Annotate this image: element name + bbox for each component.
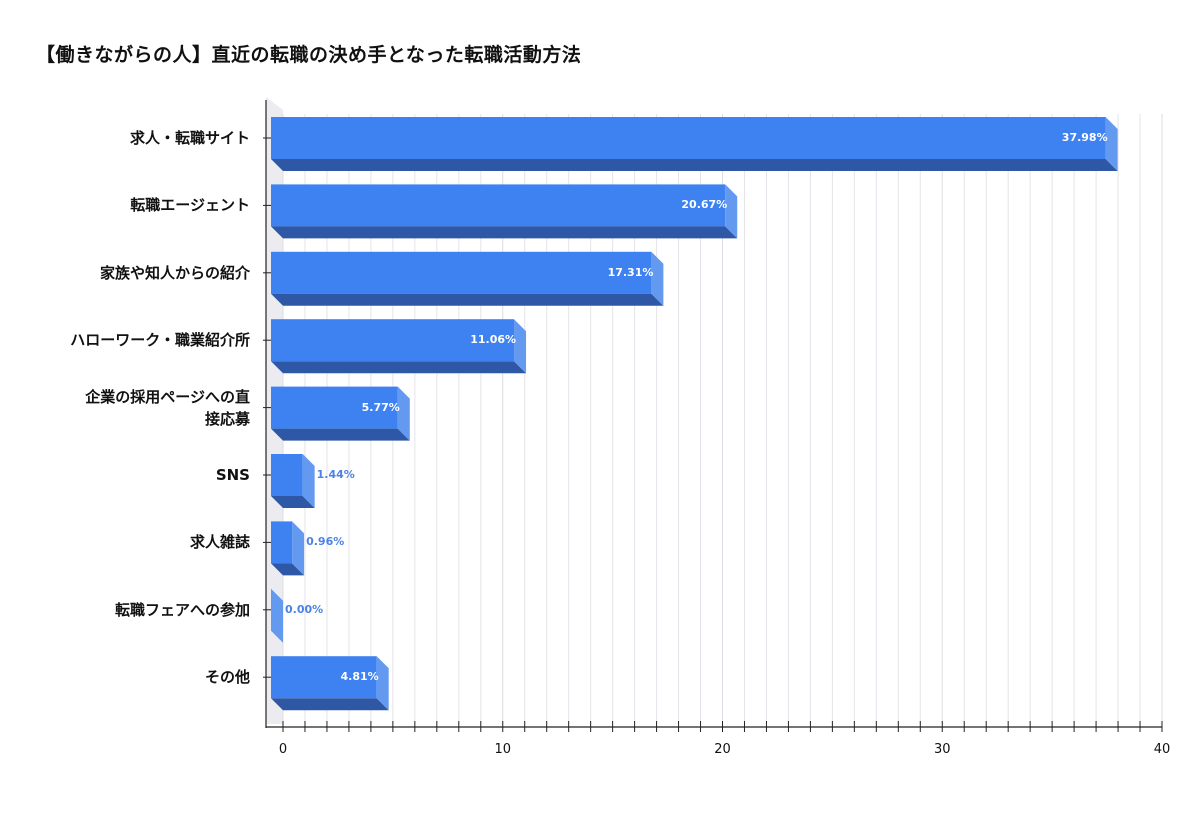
x-tick-label: 40 — [1153, 742, 1171, 757]
bar-front — [271, 319, 515, 362]
bar-value-label: 11.06% — [470, 333, 517, 347]
chart-title: 【働きながらの人】直近の転職の決め手となった転職活動方法 — [36, 44, 582, 66]
bar-front — [271, 521, 293, 564]
bar-front — [271, 117, 1106, 159]
bar-value-label: 0.96% — [306, 535, 345, 549]
category-label: SNS — [215, 466, 250, 484]
category-label: ハローワーク・職業紹介所 — [70, 331, 250, 350]
bar-front — [271, 184, 726, 227]
bar-front — [271, 251, 652, 294]
bar-value-label: 20.67% — [681, 198, 728, 212]
bar-front — [271, 656, 377, 699]
bar-value-label: 5.77% — [361, 400, 400, 414]
bar-value-label: 17.31% — [607, 265, 654, 279]
x-tick-label: 10 — [494, 742, 512, 757]
category-label: その他 — [204, 668, 250, 687]
category-label: 企業の採用ページへの直 接応募 — [85, 387, 250, 428]
x-tick-label: 0 — [278, 742, 288, 757]
x-tick-label: 30 — [933, 742, 951, 757]
bar-value-label: 0.00% — [285, 602, 324, 616]
x-tick-label: 20 — [714, 742, 731, 757]
category-label: 家族や知人からの紹介 — [99, 263, 250, 282]
bar-value-label: 1.44% — [316, 468, 355, 481]
bar-front — [271, 386, 398, 429]
bar-value-label: 4.81% — [340, 670, 379, 684]
category-label: 求人雑誌 — [189, 533, 250, 552]
bar-front — [271, 454, 303, 496]
bar-value-label: 37.98% — [1061, 131, 1108, 144]
category-label: 転職エージェント — [130, 196, 250, 215]
category-label: 求人・転職サイト — [129, 129, 250, 147]
category-label: 転職フェアへの参加 — [114, 600, 250, 619]
